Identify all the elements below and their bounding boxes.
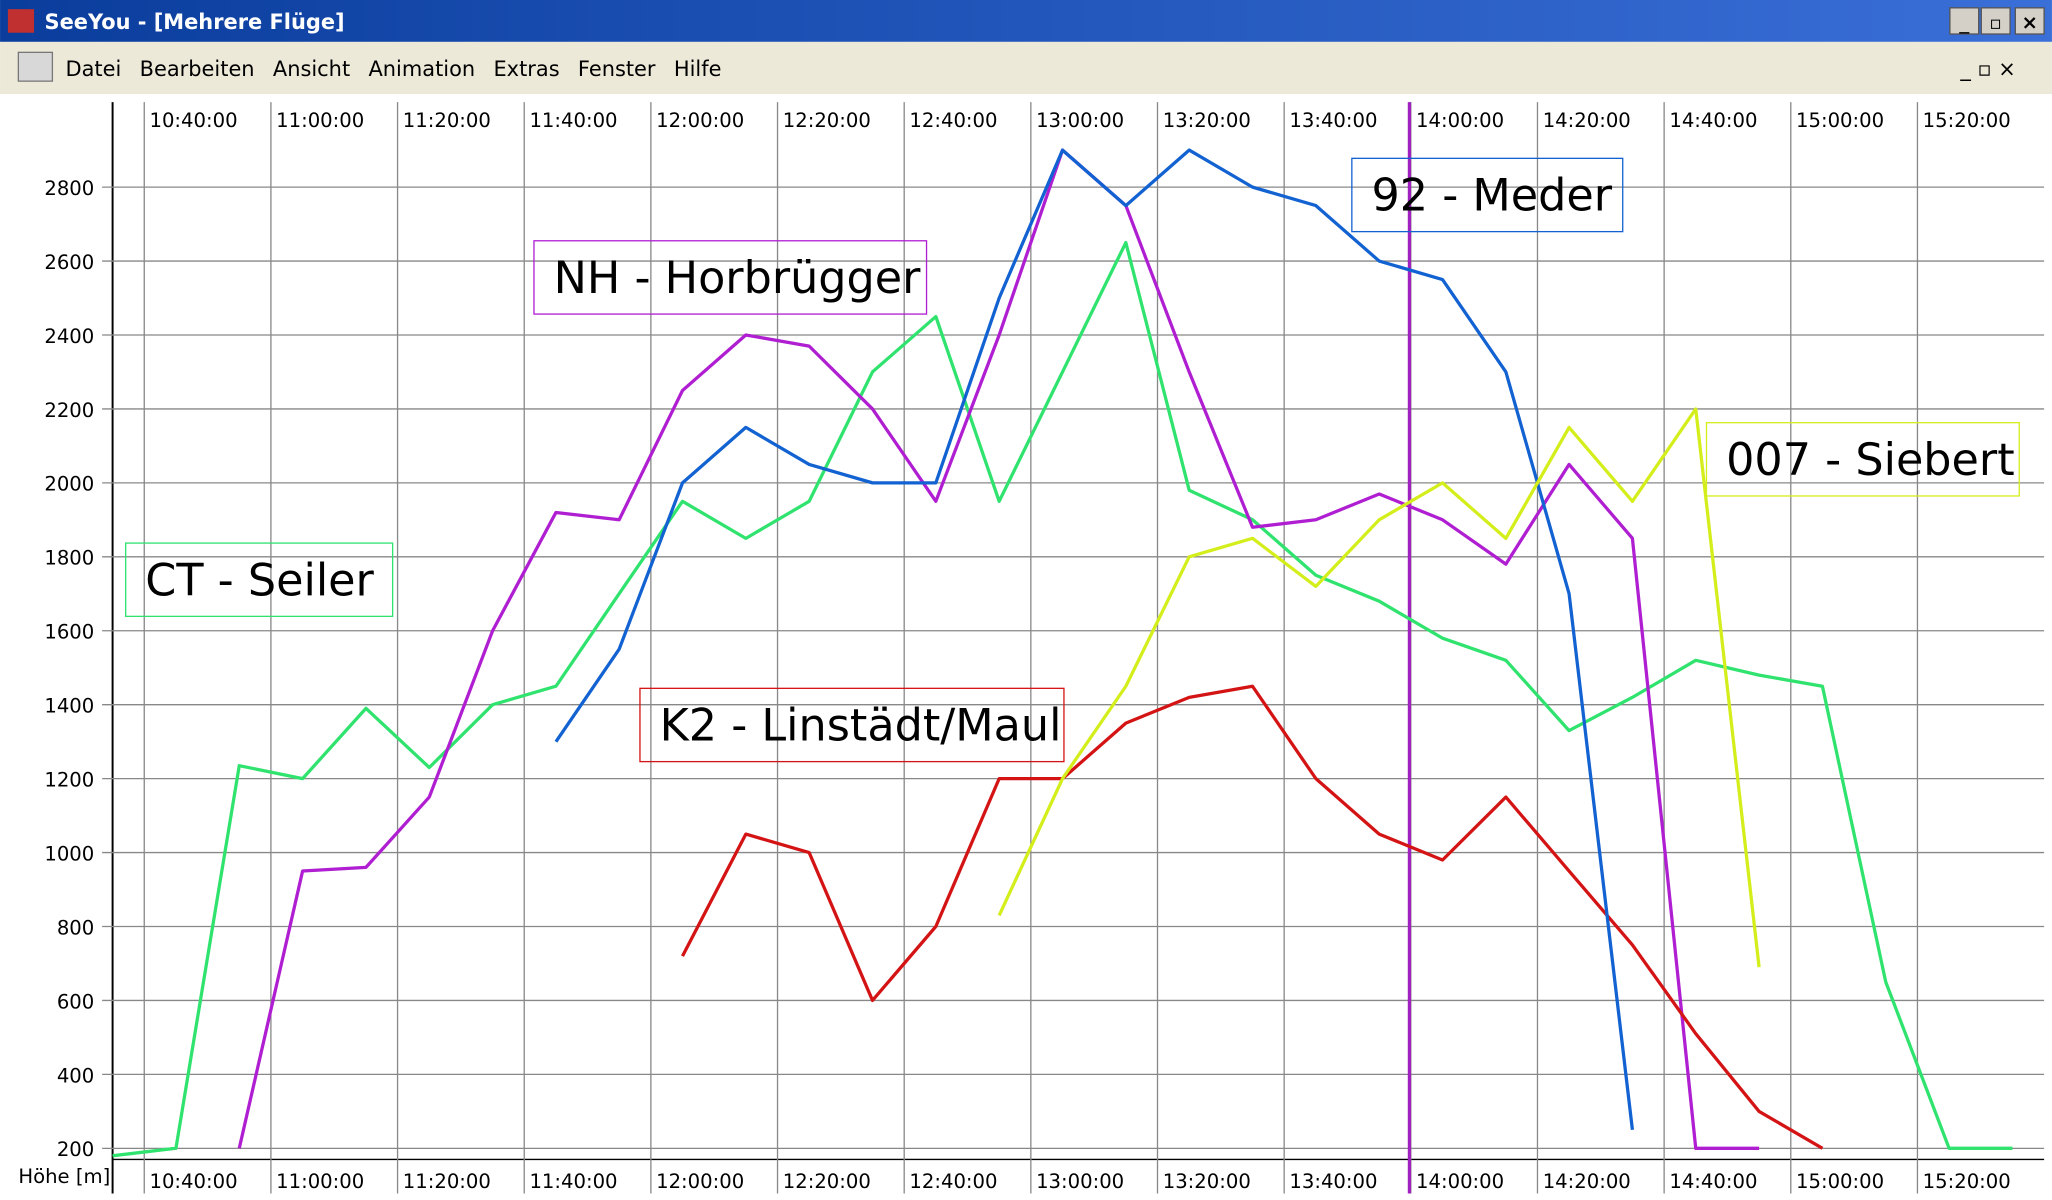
x-tick-label: 10:40:00	[149, 1170, 237, 1193]
x-tick-label: 12:20:00	[783, 109, 871, 132]
x-tick-label: 11:00:00	[276, 109, 364, 132]
y-tick-label: 2600	[44, 251, 94, 274]
flight-line	[112, 240, 2013, 1158]
flight-line	[237, 148, 1760, 1150]
x-tick-label: 13:20:00	[1163, 1170, 1251, 1193]
y-tick-label: 2000	[44, 473, 94, 496]
flight-line	[997, 407, 1761, 968]
x-tick-label: 12:40:00	[909, 1170, 997, 1193]
x-tick-label: 12:00:00	[656, 1170, 744, 1193]
x-tick-label: 14:20:00	[1543, 1170, 1631, 1193]
x-tick-label: 14:00:00	[1416, 109, 1504, 132]
x-tick-label: 11:20:00	[403, 1170, 491, 1193]
legend-label: K2 - Linstädt/Maul	[660, 701, 1062, 752]
legend-box	[125, 542, 394, 618]
menu-bar	[0, 41, 2052, 95]
legend-label: 007 - Siebert	[1726, 435, 2015, 486]
doc-icon	[17, 51, 54, 82]
legend-box	[1705, 422, 2020, 497]
x-tick-label: 13:20:00	[1163, 109, 1251, 132]
svg-text:_: _	[1958, 11, 1969, 34]
menu-item[interactable]: Ansicht	[273, 57, 350, 81]
x-tick-label: 14:40:00	[1669, 1170, 1757, 1193]
x-tick-label: 14:20:00	[1543, 109, 1631, 132]
x-tick-label: 11:00:00	[276, 1170, 364, 1193]
y-tick-label: 1000	[44, 842, 94, 865]
mdi-buttons[interactable]: _ ▫ ×	[1959, 57, 2015, 82]
x-tick-label: 12:00:00	[656, 109, 744, 132]
y-axis-label: Höhe [m]	[18, 1165, 110, 1188]
y-tick-label: 2400	[44, 325, 94, 348]
legend-box	[639, 687, 1065, 763]
x-tick-label: 15:00:00	[1796, 109, 1884, 132]
y-tick-label: 600	[57, 990, 94, 1013]
x-tick-label: 11:40:00	[529, 109, 617, 132]
window-buttons[interactable]: _ ▫ ×	[1949, 7, 2045, 35]
y-tick-label: 400	[57, 1064, 94, 1087]
menu-item[interactable]: Datei	[65, 57, 121, 81]
legend-box	[1351, 157, 1624, 233]
x-tick-label: 13:40:00	[1289, 109, 1377, 132]
menu-item[interactable]: Fenster	[578, 57, 656, 81]
app-icon	[7, 9, 35, 33]
x-tick-label: 14:00:00	[1416, 1170, 1504, 1193]
y-tick-label: 2800	[44, 177, 94, 200]
y-tick-label: 1200	[44, 768, 94, 791]
x-tick-label: 14:40:00	[1669, 109, 1757, 132]
flight-line	[554, 148, 1635, 1131]
legend-box	[533, 240, 928, 315]
x-tick-label: 13:00:00	[1036, 1170, 1124, 1193]
x-tick-label: 12:40:00	[909, 109, 997, 132]
chart-area	[0, 94, 2052, 1200]
x-tick-label: 15:20:00	[1923, 109, 2011, 132]
x-tick-label: 15:00:00	[1796, 1170, 1884, 1193]
y-tick-label: 2200	[44, 399, 94, 422]
x-tick-label: 11:20:00	[403, 109, 491, 132]
x-tick-label: 15:20:00	[1923, 1170, 2011, 1193]
menu-item[interactable]: Animation	[368, 57, 475, 81]
svg-text:×: ×	[2021, 11, 2037, 34]
y-tick-label: 1600	[44, 621, 94, 644]
y-tick-label: 800	[57, 916, 94, 939]
menu-item[interactable]: Extras	[493, 57, 559, 81]
x-tick-label: 11:40:00	[529, 1170, 617, 1193]
legend-label: NH - Horbrügger	[554, 253, 922, 304]
x-tick-label: 12:20:00	[783, 1170, 871, 1193]
y-tick-label: 1400	[44, 695, 94, 718]
y-tick-label: 1800	[44, 547, 94, 570]
legend-label: 92 - Meder	[1371, 171, 1612, 222]
svg-text:▫: ▫	[1989, 13, 2001, 34]
menu-item[interactable]: Hilfe	[674, 57, 722, 81]
x-tick-label: 13:00:00	[1036, 109, 1124, 132]
title-bar	[0, 0, 2052, 42]
x-tick-label: 10:40:00	[149, 109, 237, 132]
menu-item[interactable]: Bearbeiten	[140, 57, 255, 81]
x-tick-label: 13:40:00	[1289, 1170, 1377, 1193]
window-title: SeeYou - [Mehrere Flüge]	[45, 10, 345, 34]
flight-line	[681, 684, 1824, 1150]
legend-label: CT - Seiler	[145, 555, 374, 606]
y-tick-label: 200	[57, 1138, 94, 1161]
